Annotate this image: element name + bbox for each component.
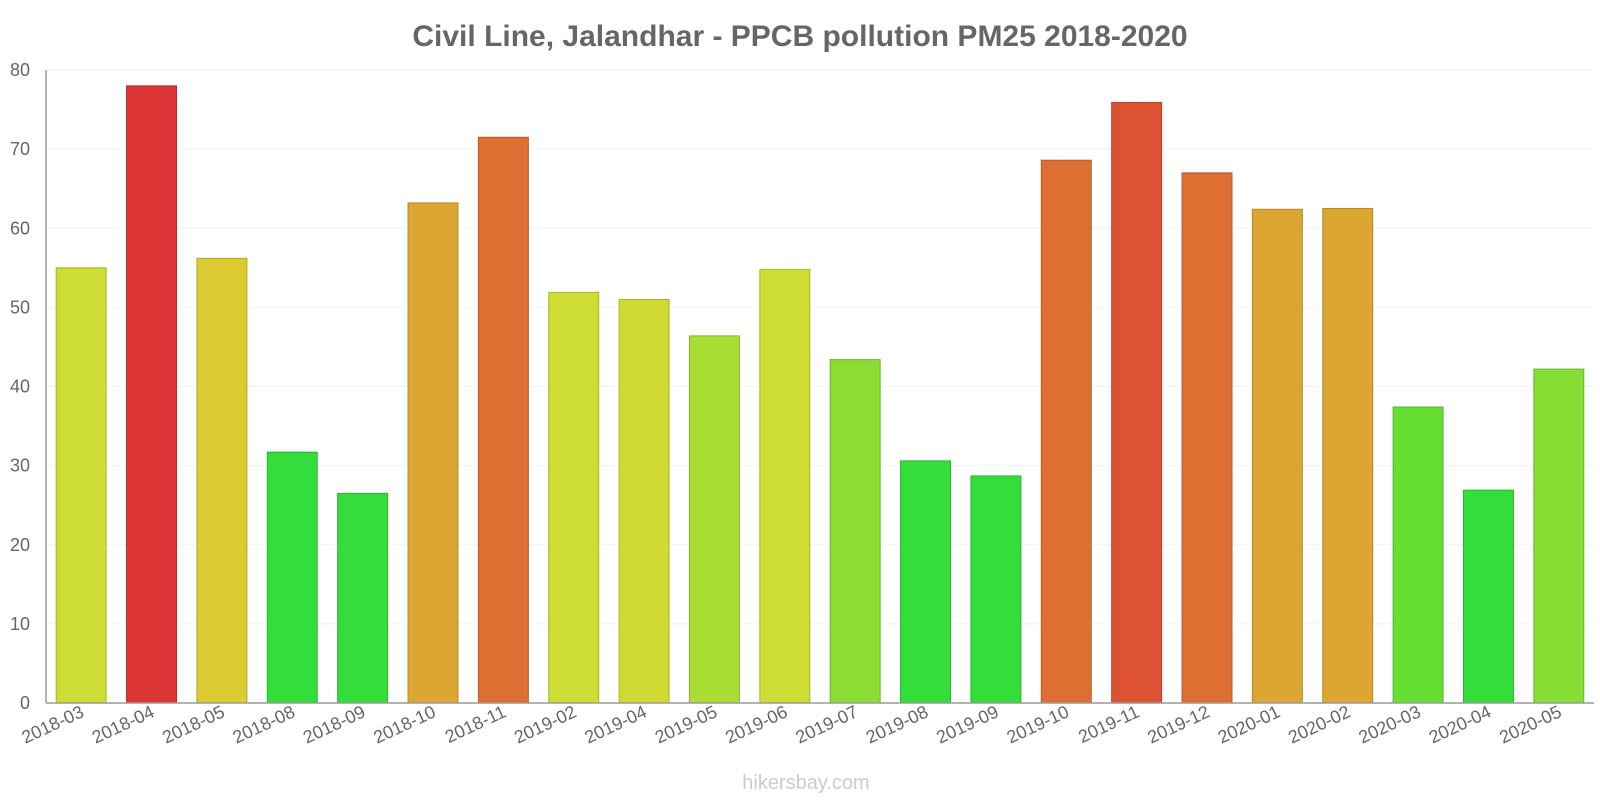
x-tick-label: 2018-04 [89,701,157,747]
bar-2018-08[interactable] [266,451,318,704]
x-tick-label: 2019-05 [652,701,720,747]
y-tick-labels: 0 10 20 30 40 50 60 70 80 [10,60,30,713]
x-tick-label: 2018-05 [159,701,227,747]
x-tick-label: 2020-05 [1496,701,1564,747]
x-tick-label: 2019-06 [722,701,790,747]
x-tick-label: 2020-01 [1215,701,1283,747]
watermark: hikersbay.com [742,772,869,794]
x-tick-label: 2019-10 [1004,701,1072,747]
bar-2019-02[interactable] [548,291,600,704]
x-tick-label: 2019-08 [863,701,931,747]
x-tick-label: 2019-04 [581,701,649,747]
bar-2020-05[interactable] [1533,368,1585,704]
x-tick-label: 2018-09 [300,701,368,747]
x-tick-label: 2018-10 [370,701,438,747]
x-tick-label: 2019-12 [1144,701,1212,747]
x-tick-label: 2018-11 [442,701,509,746]
x-tick-label: 2020-04 [1426,701,1494,747]
x-tick-label: 2019-07 [793,701,861,747]
bar-2020-04[interactable] [1462,489,1514,704]
bar-2018-11[interactable] [477,136,529,704]
x-tick-label: 2019-02 [511,701,579,747]
bar-2020-01[interactable] [1251,208,1303,704]
x-tick-label: 2018-08 [230,701,298,747]
bar-2018-03[interactable] [55,267,107,704]
x-tick-label: 2020-02 [1285,701,1353,747]
bar-2019-10[interactable] [1040,159,1092,704]
bar-2019-07[interactable] [829,359,881,704]
bar-2019-05[interactable] [688,335,740,704]
y-tick-label: 30 [10,456,30,476]
bar-2018-04[interactable] [126,85,178,704]
bar-2018-10[interactable] [407,202,459,704]
axes [45,70,1594,704]
y-tick-label: 80 [10,60,30,80]
y-tick-label: 40 [10,377,30,397]
bar-2019-11[interactable] [1111,101,1163,704]
bar-2019-09[interactable] [970,475,1022,704]
y-tick-label: 70 [10,139,30,159]
y-tick-label: 50 [10,297,30,317]
bar-2019-08[interactable] [900,460,952,704]
bar-2019-04[interactable] [618,298,670,704]
bar-2018-09[interactable] [337,492,389,704]
y-tick-label: 20 [10,535,30,555]
x-tick-label: 2019-09 [933,701,1001,747]
bar-2020-02[interactable] [1322,207,1374,704]
bar-2020-03[interactable] [1392,406,1444,704]
bar-2018-05[interactable] [196,257,248,704]
bar-2019-12[interactable] [1181,172,1233,704]
y-tick-label: 0 [20,693,30,713]
x-tick-labels: 2018-03 2018-04 2018-05 2018-08 2018-09 2018-… [19,701,1565,747]
bar-2019-06[interactable] [759,268,811,704]
y-tick-label: 10 [10,614,30,634]
x-tick-label: 2020-03 [1355,701,1423,747]
chart-title: Civil Line, Jalandhar - PPCB pollution P… [412,20,1187,53]
x-tick-label: 2019-11 [1075,701,1142,746]
bars [55,85,1585,704]
y-tick-label: 60 [10,218,30,238]
